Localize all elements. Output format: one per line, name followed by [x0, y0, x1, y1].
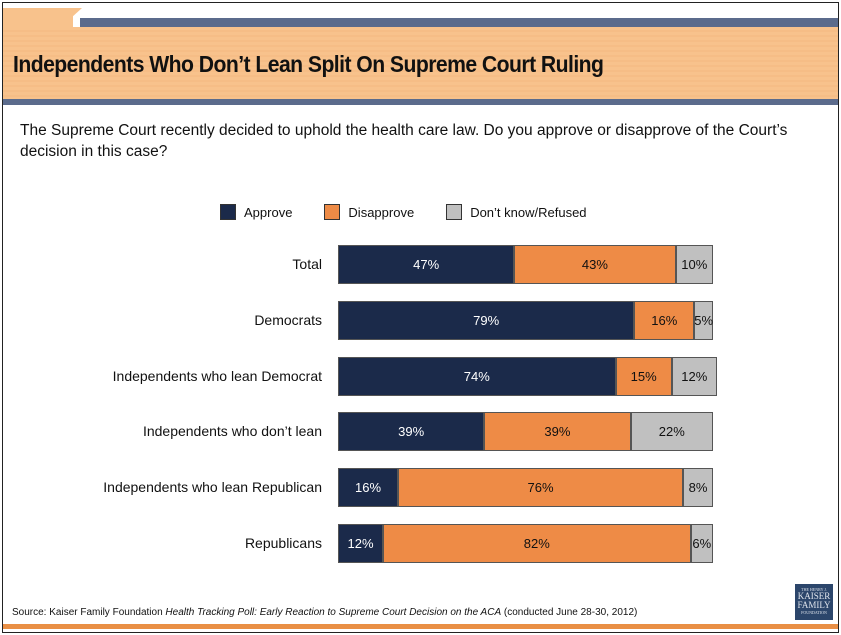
legend-label: Approve: [244, 204, 293, 220]
data-label: 12%: [681, 368, 708, 384]
category-label: Total: [292, 256, 322, 272]
bar-segment: 6%: [690, 524, 713, 563]
data-label: 22%: [658, 424, 685, 440]
category-label: Democrats: [254, 311, 322, 328]
question-text: The Supreme Court recently decided to up…: [20, 122, 788, 160]
bar-segment: 39%: [338, 412, 485, 452]
footer-line: [3, 624, 838, 629]
data-label: 43%: [581, 257, 608, 272]
bar-segment: 39%: [484, 412, 631, 452]
bar-segment: 76%: [398, 468, 683, 508]
bar-segment: 5%: [694, 300, 714, 340]
bar-segment: 12%: [671, 356, 717, 396]
bar-segment: 16%: [338, 468, 398, 508]
bar-segment: 10%: [675, 245, 713, 284]
category-label: Independents who don’t lean: [142, 423, 322, 440]
legend: Approve Disapprove Don’t know/Refused: [220, 204, 619, 220]
data-label: 74%: [463, 368, 490, 384]
data-label: 79%: [473, 312, 500, 328]
source-prefix: Source: Kaiser Family Foundation: [12, 607, 166, 618]
legend-item: Approve: [220, 204, 292, 220]
data-label: 39%: [544, 424, 571, 440]
data-label: 12%: [347, 536, 374, 551]
category-label: Republicans: [244, 535, 322, 551]
data-label: 16%: [354, 480, 382, 496]
bar-segment: 15%: [615, 356, 672, 396]
source-note: Source: Kaiser Family Foundation Health …: [12, 607, 637, 618]
header: Independents Who Don’t Lean Split On Sup…: [3, 27, 838, 99]
data-label: 15%: [630, 368, 657, 384]
header-tab: [3, 8, 73, 28]
data-label: 5%: [694, 312, 714, 328]
bar-segment: 16%: [634, 300, 695, 340]
header-bottom-band: [3, 99, 838, 105]
legend-label: Disapprove: [348, 204, 415, 220]
data-label: 16%: [651, 312, 678, 328]
source-suffix: (conducted June 28-30, 2012): [501, 607, 638, 618]
header-top-band: [80, 18, 838, 27]
data-label: 6%: [692, 536, 712, 551]
bar-segment: 8%: [683, 468, 713, 508]
data-label: 39%: [398, 424, 425, 440]
category-label: Independents who lean Democrat: [112, 367, 322, 384]
bar-segment: 82%: [383, 524, 691, 563]
kff-logo: THE HENRY J. KAISER FAMILY FOUNDATION: [795, 584, 833, 620]
legend-item: Disapprove: [324, 204, 414, 220]
bar-segment: 22%: [630, 412, 713, 452]
legend-label: Don’t know/Refused: [470, 204, 587, 220]
legend-swatch: [446, 204, 463, 220]
category-label: Independents who lean Republican: [103, 479, 322, 496]
bar-segment: 47%: [338, 245, 515, 284]
legend-swatch: [324, 204, 341, 220]
bar-segment: 43%: [514, 245, 676, 284]
bar-segment: 74%: [338, 356, 616, 396]
source-title: Health Tracking Poll: Early Reaction to …: [165, 607, 502, 618]
legend-swatch: [220, 204, 236, 220]
data-label: 8%: [688, 480, 708, 496]
legend-item: Don’t know/Refused: [446, 204, 587, 220]
data-label: 82%: [523, 536, 550, 551]
data-label: 47%: [413, 257, 440, 272]
bar-segment: 79%: [338, 300, 635, 340]
data-label: 10%: [681, 257, 708, 272]
page-title: Independents Who Don’t Lean Split On Sup…: [13, 51, 604, 77]
data-label: 76%: [527, 480, 554, 496]
bar-segment: 12%: [338, 524, 383, 563]
header-tab-slant: [60, 8, 82, 28]
